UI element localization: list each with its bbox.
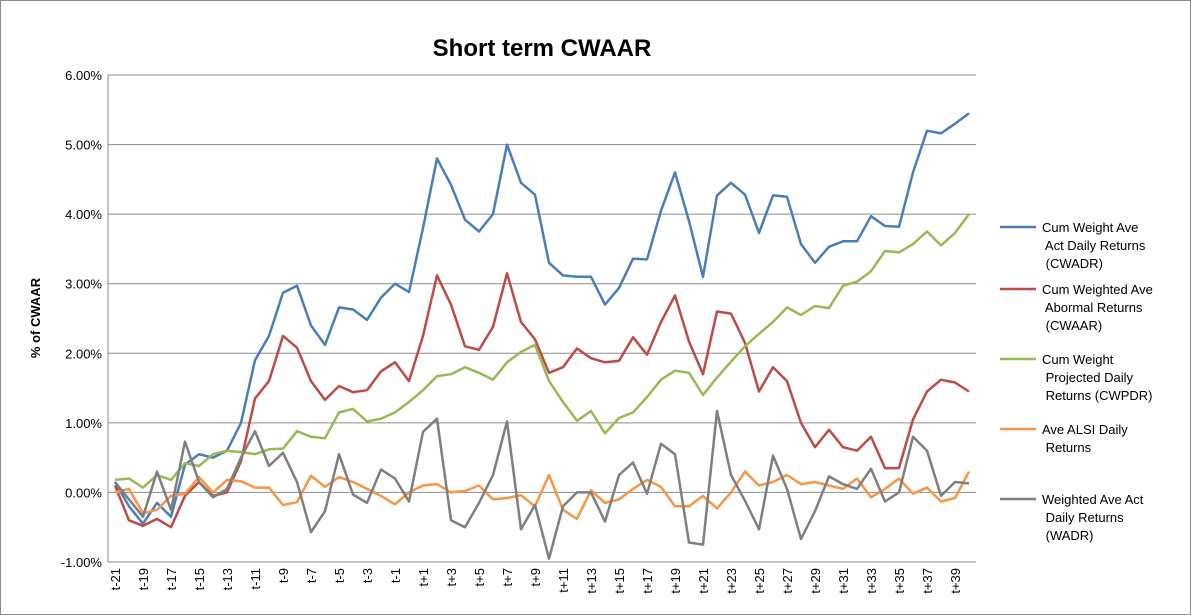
series-line — [113, 272, 970, 529]
y-axis-label: % of CWAAR — [28, 277, 43, 358]
x-tick-label: t+13 — [584, 568, 599, 594]
y-tick-label: 0.00% — [65, 485, 102, 500]
x-tick-label: t+17 — [640, 568, 655, 594]
x-tick-label: t+25 — [752, 568, 767, 594]
x-tick-label: t-21 — [108, 568, 123, 590]
x-tick-label: t+29 — [808, 568, 823, 594]
series-line — [113, 112, 970, 525]
series-line — [114, 213, 971, 489]
x-tick-label: t-15 — [192, 568, 207, 590]
x-tick-label: t+35 — [892, 568, 907, 594]
y-tick-label: 1.00% — [65, 416, 102, 431]
x-tick-label: t+1 — [416, 568, 431, 586]
x-tick-label: t-3 — [360, 568, 375, 583]
x-tick-label: t+5 — [472, 568, 487, 586]
chart-title: Short term CWAAR — [433, 35, 652, 62]
x-tick-label: t-5 — [332, 568, 347, 583]
x-tick-label: t+15 — [612, 568, 627, 594]
x-tick-label: t+23 — [724, 568, 739, 594]
x-tick-label: t-19 — [136, 568, 151, 590]
x-tick-label: t+19 — [668, 568, 683, 594]
x-tick-label: t-7 — [304, 568, 319, 583]
x-tick-label: t+33 — [864, 568, 879, 594]
y-tick-label: 2.00% — [65, 346, 102, 361]
y-tick-label: -1.00% — [61, 555, 103, 570]
x-tick-label: t+39 — [948, 568, 963, 594]
x-tick-label: t+3 — [444, 568, 459, 586]
y-tick-label: 5.00% — [65, 138, 102, 153]
x-tick-label: t+11 — [556, 568, 571, 593]
x-tick-label: t+7 — [500, 568, 515, 586]
x-tick-label: t+31 — [836, 568, 851, 594]
x-tick-label: t-9 — [276, 568, 291, 583]
x-tick-label: t-17 — [164, 568, 179, 590]
series-line — [114, 409, 970, 560]
y-tick-label: 4.00% — [65, 207, 102, 222]
x-tick-label: t-1 — [388, 568, 403, 583]
legend-label: Cum Weight Ave Act Daily Returns (CWADR) — [1042, 220, 1146, 271]
legend-label: Weighted Ave Act Daily Returns (WADR) — [1042, 492, 1144, 543]
x-tick-label: t+21 — [696, 568, 711, 594]
x-tick-label: t+27 — [780, 568, 795, 594]
x-tick-label: t+37 — [920, 568, 935, 594]
x-tick-label: t+9 — [528, 568, 543, 586]
legend-label: Cum Weight Projected Daily Returns (CWPD… — [1042, 352, 1153, 403]
y-tick-label: 3.00% — [65, 277, 102, 292]
legend-label: Cum Weighted Ave Abormal Returns (CWAAR) — [1042, 282, 1153, 333]
legend-label: Ave ALSI Daily Returns — [1042, 422, 1128, 455]
y-tick-label: 6.00% — [65, 68, 102, 83]
x-tick-label: t-13 — [220, 568, 235, 590]
x-tick-label: t-11 — [248, 568, 263, 589]
